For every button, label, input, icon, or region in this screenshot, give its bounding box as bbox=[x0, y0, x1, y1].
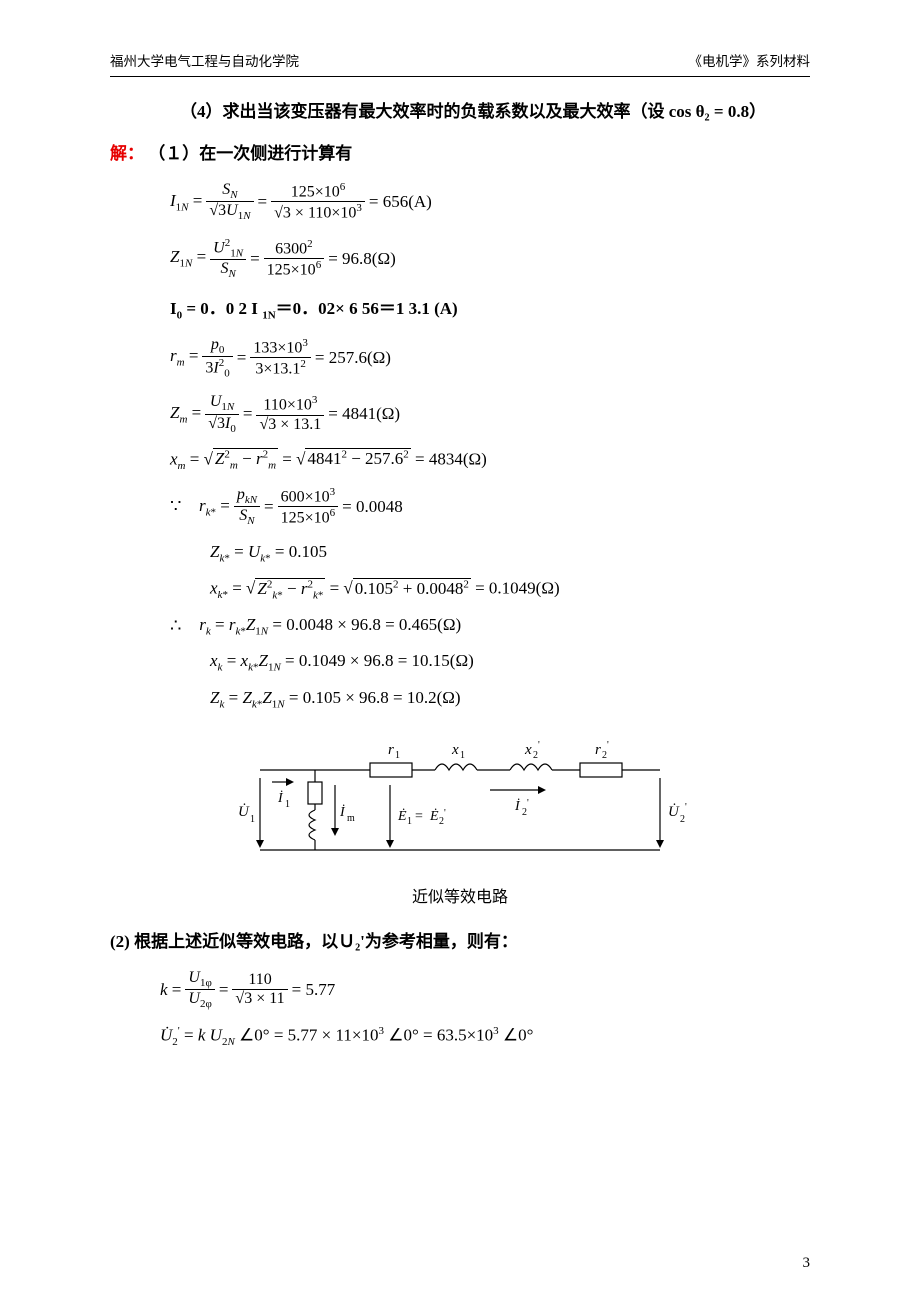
page-header: 福州大学电气工程与自动化学院 《电机学》系列材料 bbox=[110, 50, 810, 77]
eq-xks: xk* = √Z2k* − r2k* = √0.1052 + 0.00482 =… bbox=[210, 578, 810, 601]
question-4: （4）求出当该变压器有最大效率时的负载系数以及最大效率（设 cos θ₂ = 0… bbox=[110, 95, 810, 129]
svg-text:2: 2 bbox=[533, 750, 538, 761]
eq-rks: ∵ rk* = pkNSN = 600×103125×106 = 0.0048 bbox=[170, 486, 810, 528]
eq-U2p: U̇2' = k U2N ∠0° = 5.77 × 11×103 ∠0° = 6… bbox=[160, 1025, 810, 1048]
solution-line: 解： （１）在一次侧进行计算有 bbox=[110, 137, 810, 171]
val-Zm: 4841(Ω) bbox=[342, 404, 400, 423]
part2-label: (2) 根据上述近似等效电路，以Ｕ₂'为参考相量，则有： bbox=[110, 925, 810, 959]
svg-text:1: 1 bbox=[460, 750, 465, 761]
svg-text:2: 2 bbox=[602, 750, 607, 761]
svg-text:': ' bbox=[444, 808, 446, 819]
eq-k: k = U1φU2φ = 110√3 × 11 = 5.77 bbox=[160, 969, 810, 1010]
val-rm: 257.6(Ω) bbox=[329, 348, 391, 367]
svg-text:Ė: Ė bbox=[429, 808, 439, 824]
svg-text:x: x bbox=[524, 742, 532, 758]
val-rks: 0.0048 bbox=[356, 497, 403, 516]
eq-rm: rm = p03I20 = 133×1033×13.12 = 257.6(Ω) bbox=[170, 336, 810, 380]
svg-text:1: 1 bbox=[250, 814, 255, 825]
eq-I1N: I1N = SN√3U1N = 125×106√3 × 110×103 = 65… bbox=[170, 181, 810, 223]
eq-I0: I0 = 0．0 2 I 1N＝0．02× 6 56＝1 3.1 (A) bbox=[170, 294, 810, 321]
svg-text:=: = bbox=[415, 809, 423, 824]
svg-text:r: r bbox=[388, 742, 394, 758]
header-left: 福州大学电气工程与自动化学院 bbox=[110, 50, 299, 70]
svg-text:2: 2 bbox=[680, 814, 685, 825]
svg-text:': ' bbox=[538, 740, 540, 751]
svg-text:U̇: U̇ bbox=[668, 804, 680, 820]
svg-text:m: m bbox=[347, 813, 355, 824]
svg-text:U̇: U̇ bbox=[238, 804, 250, 820]
part1-label: （１）在一次侧进行计算有 bbox=[148, 144, 352, 163]
solution-label: 解： bbox=[110, 144, 144, 163]
svg-text:1: 1 bbox=[395, 750, 400, 761]
val-I1N: 656(A) bbox=[383, 192, 432, 211]
eq-Z1N: Z1N = U21NSN = 63002125×106 = 96.8(Ω) bbox=[170, 237, 810, 281]
eq-Zk: Zk = Zk*Z1N = 0.105 × 96.8 = 10.2(Ω) bbox=[210, 688, 810, 710]
equivalent-circuit-diagram: r1 x1 x2' r2' U̇1 İ1 İm bbox=[220, 730, 700, 907]
svg-text:1: 1 bbox=[285, 799, 290, 810]
svg-text:': ' bbox=[685, 802, 687, 813]
eq-Zm: Zm = U1N√3I0 = 110×103√3 × 13.1 = 4841(Ω… bbox=[170, 393, 810, 434]
page-number: 3 bbox=[803, 1255, 811, 1272]
eq-rk: ∴ rk = rk*Z1N = 0.0048 × 96.8 = 0.465(Ω) bbox=[170, 615, 810, 637]
val-Z1N: 96.8(Ω) bbox=[342, 249, 396, 268]
circuit-caption: 近似等效电路 bbox=[220, 883, 700, 907]
svg-text:1: 1 bbox=[407, 816, 412, 827]
eq-xk: xk = xk*Z1N = 0.1049 × 96.8 = 10.15(Ω) bbox=[210, 651, 810, 673]
svg-text:İ: İ bbox=[339, 804, 346, 820]
svg-text:': ' bbox=[607, 740, 609, 751]
header-right: 《电机学》系列材料 bbox=[689, 50, 811, 70]
svg-text:x: x bbox=[451, 742, 459, 758]
svg-text:': ' bbox=[527, 798, 529, 809]
eq-Zks: Zk* = Uk* = 0.105 bbox=[210, 542, 810, 564]
eq-xm: xm = √Z2m − r2m = √48412 − 257.62 = 4834… bbox=[170, 449, 810, 472]
svg-text:İ: İ bbox=[277, 790, 284, 806]
svg-text:r: r bbox=[595, 742, 601, 758]
svg-text:Ė: Ė bbox=[397, 808, 407, 824]
svg-text:İ: İ bbox=[514, 798, 521, 814]
val-k: 5.77 bbox=[305, 980, 335, 999]
